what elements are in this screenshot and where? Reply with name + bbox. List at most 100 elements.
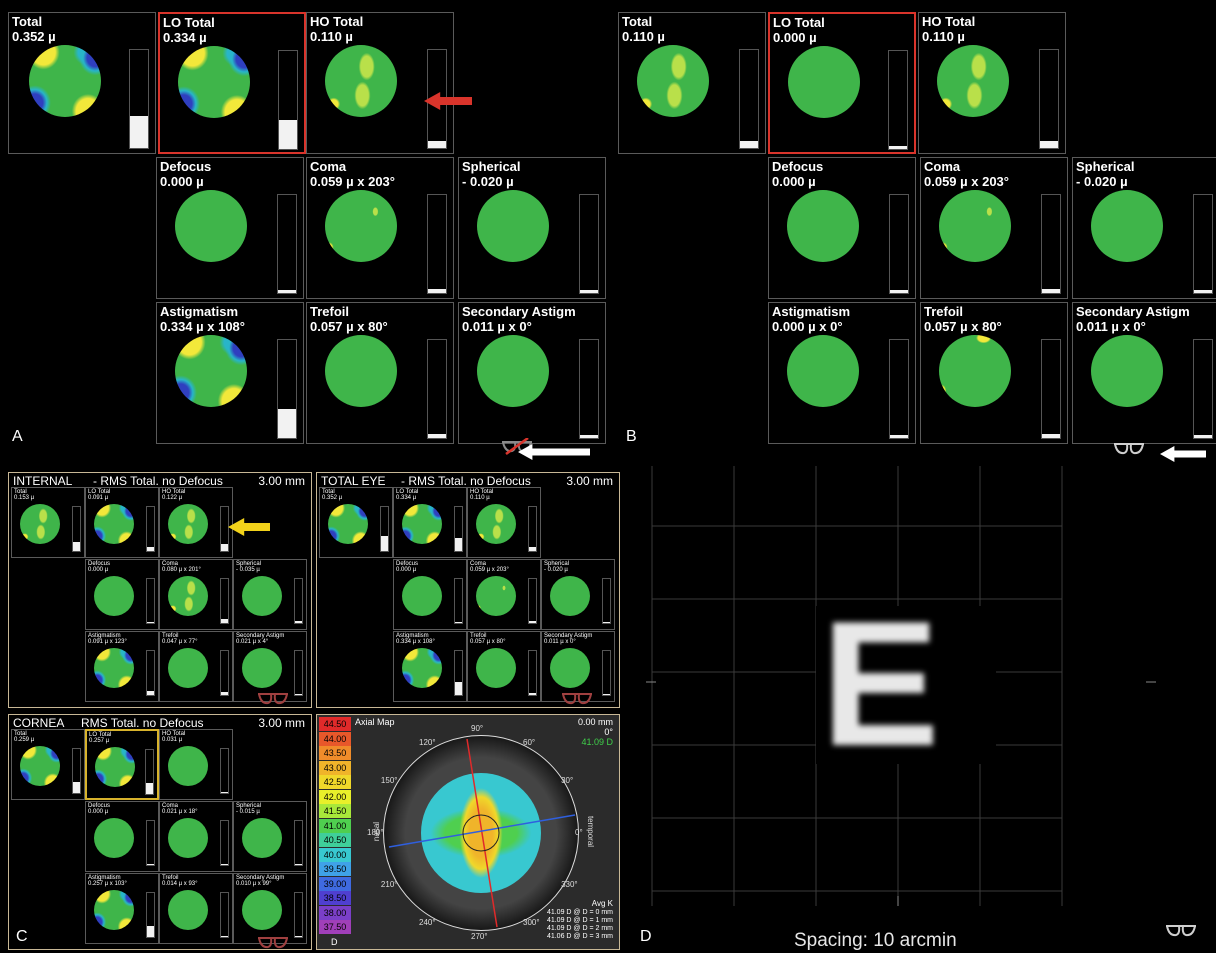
map-cell-lo[interactable]: LO Total 0.334 µ: [158, 12, 306, 154]
map-cell-spherical[interactable]: Spherical - 0.020 µ: [541, 559, 615, 630]
map-cell-value: 0.110 µ: [922, 29, 965, 44]
map-cell-value: 0.091 µ x 123°: [88, 639, 127, 645]
wavefront-map: [939, 335, 1011, 407]
rms-bar-fill: [221, 618, 228, 623]
map-cell-defocus[interactable]: Defocus 0.000 µ: [85, 801, 159, 872]
white-arrow-indicator-b: [1160, 446, 1206, 462]
rms-bar-fill: [580, 290, 598, 293]
wavefront-map: [328, 504, 368, 544]
wavefront-map: [476, 576, 516, 616]
map-cell-value: 0.334 µ: [396, 495, 417, 501]
rms-bar-fill: [147, 621, 154, 623]
rms-bar: [1041, 339, 1061, 439]
wavefront-map: [939, 190, 1011, 262]
map-cell-lo-total[interactable]: LO Total 0.091 µ: [85, 487, 159, 558]
panel-d: E Spacing: 10 arcmin: [626, 466, 1216, 953]
map-cell-title: Astigmatism: [88, 633, 121, 639]
map-cell-value: 0.021 µ x 18°: [162, 809, 198, 815]
rms-bar: [277, 194, 297, 294]
map-cell-astigmatism[interactable]: Astigmatism 0.091 µ x 123°: [85, 631, 159, 702]
map-cell-trefoil[interactable]: Trefoil 0.057 µ x 80°: [306, 302, 454, 444]
map-cell-value: 0.021 µ x 4°: [236, 639, 269, 645]
map-cell-title: Coma: [470, 561, 487, 567]
rms-bar-fill: [73, 782, 80, 793]
map-cell-value: 0.257 µ x 103°: [88, 881, 127, 887]
map-cell-lo-total[interactable]: LO Total 0.257 µ: [85, 729, 159, 800]
rms-bar: [528, 506, 537, 552]
rms-bar: [129, 49, 149, 149]
map-cell-title: Spherical: [544, 561, 570, 567]
map-cell-coma[interactable]: Coma 0.059 µ x 203°: [920, 157, 1068, 299]
map-cell-defocus[interactable]: Defocus 0.000 µ: [156, 157, 304, 299]
rms-bar: [146, 892, 155, 938]
wavefront-map: [1091, 190, 1163, 262]
map-cell-astig[interactable]: Astigmatism 0.334 µ x 108°: [156, 302, 304, 444]
panel-b: Total 0.110 µ LO Total 0.000 µ HO Total 0.110…: [614, 0, 1216, 462]
rms-bar: [72, 506, 81, 552]
wavefront-map: [477, 190, 549, 262]
map-cell-total[interactable]: Total 0.153 µ: [11, 487, 85, 558]
wavefront-map: [168, 890, 208, 930]
map-cell-spherical[interactable]: Spherical - 0.020 µ: [458, 157, 606, 299]
map-cell-coma[interactable]: Coma 0.059 µ x 203°: [306, 157, 454, 299]
map-cell-ho[interactable]: HO Total 0.110 µ: [306, 12, 454, 154]
map-cell-defocus[interactable]: Defocus 0.000 µ: [768, 157, 916, 299]
map-cell-ho-total[interactable]: HO Total 0.110 µ: [467, 487, 541, 558]
map-cell-trefoil[interactable]: Trefoil 0.014 µ x 93°: [159, 873, 233, 944]
glasses-icon-totaleye[interactable]: [560, 690, 594, 708]
map-cell-coma[interactable]: Coma 0.059 µ x 203°: [467, 559, 541, 630]
map-cell-defocus[interactable]: Defocus 0.000 µ: [85, 559, 159, 630]
map-cell-title: LO Total: [89, 732, 112, 738]
map-cell-secondary-astigm[interactable]: Secondary Astigm 0.010 µ x 99°: [233, 873, 307, 944]
map-cell-spherical[interactable]: Spherical - 0.015 µ: [233, 801, 307, 872]
map-cell-trefoil[interactable]: Trefoil 0.057 µ x 80°: [467, 631, 541, 702]
map-cell-coma[interactable]: Coma 0.080 µ x 201°: [159, 559, 233, 630]
color-scale-step: 37.50: [319, 920, 351, 934]
map-cell-title: Total: [622, 14, 653, 29]
rms-bar-fill: [146, 783, 153, 794]
map-cell-total[interactable]: Total 0.352 µ: [8, 12, 156, 154]
map-cell-astig[interactable]: Astigmatism 0.000 µ x 0°: [768, 302, 916, 444]
map-cell-lo-total[interactable]: LO Total 0.334 µ: [393, 487, 467, 558]
map-cell-total[interactable]: Total 0.259 µ: [11, 729, 85, 800]
map-cell-defocus[interactable]: Defocus 0.000 µ: [393, 559, 467, 630]
map-cell-astigmatism[interactable]: Astigmatism 0.334 µ x 108°: [393, 631, 467, 702]
map-cell-value: 0.011 µ x 0°: [462, 319, 532, 334]
map-cell-secastig[interactable]: Secondary Astigm 0.011 µ x 0°: [458, 302, 606, 444]
rms-bar: [294, 820, 303, 866]
wavefront-map: [168, 648, 208, 688]
map-cell-title: HO Total: [470, 489, 494, 495]
wavefront-map: [402, 648, 442, 688]
map-cell-coma[interactable]: Coma 0.021 µ x 18°: [159, 801, 233, 872]
map-cell-trefoil[interactable]: Trefoil 0.047 µ x 77°: [159, 631, 233, 702]
glasses-icon-cornea[interactable]: [256, 934, 290, 952]
glasses-icon[interactable]: [1112, 440, 1146, 458]
map-cell-secastig[interactable]: Secondary Astigm 0.011 µ x 0°: [1072, 302, 1216, 444]
degree-tick-label: 270°: [471, 932, 488, 941]
avg-k-value: 41.09 D @ D = 0 mm: [546, 909, 613, 916]
map-cell-ho-total[interactable]: HO Total 0.031 µ: [159, 729, 233, 800]
map-cell-secondary-astigm[interactable]: Secondary Astigm 0.011 µ x 0°: [541, 631, 615, 702]
glasses-icon-d[interactable]: [1164, 922, 1198, 940]
map-cell-astigmatism[interactable]: Astigmatism 0.257 µ x 103°: [85, 873, 159, 944]
glasses-icon-internal[interactable]: [256, 690, 290, 708]
map-cell-value: 0.122 µ: [162, 495, 183, 501]
rms-bar-fill: [147, 546, 154, 551]
map-cell-total[interactable]: Total 0.110 µ: [618, 12, 766, 154]
map-cell-title: Spherical: [1076, 159, 1135, 174]
map-cell-trefoil[interactable]: Trefoil 0.057 µ x 80°: [920, 302, 1068, 444]
color-scale-step: 43.00: [319, 760, 351, 775]
map-cell-secondary-astigm[interactable]: Secondary Astigm 0.021 µ x 4°: [233, 631, 307, 702]
map-cell-title: Coma: [924, 159, 961, 174]
color-scale-step: 40.00: [319, 847, 351, 862]
map-cell-ho-total[interactable]: HO Total 0.122 µ: [159, 487, 233, 558]
map-cell-spherical[interactable]: Spherical - 0.020 µ: [1072, 157, 1216, 299]
rms-bar: [579, 339, 599, 439]
map-cell-lo[interactable]: LO Total 0.000 µ: [768, 12, 916, 154]
map-cell-title: HO Total: [162, 489, 186, 495]
map-cell-total[interactable]: Total 0.352 µ: [319, 487, 393, 558]
rms-bar: [602, 578, 611, 624]
rms-bar: [146, 650, 155, 696]
map-cell-ho[interactable]: HO Total 0.110 µ: [918, 12, 1066, 154]
map-cell-spherical[interactable]: Spherical - 0.035 µ: [233, 559, 307, 630]
